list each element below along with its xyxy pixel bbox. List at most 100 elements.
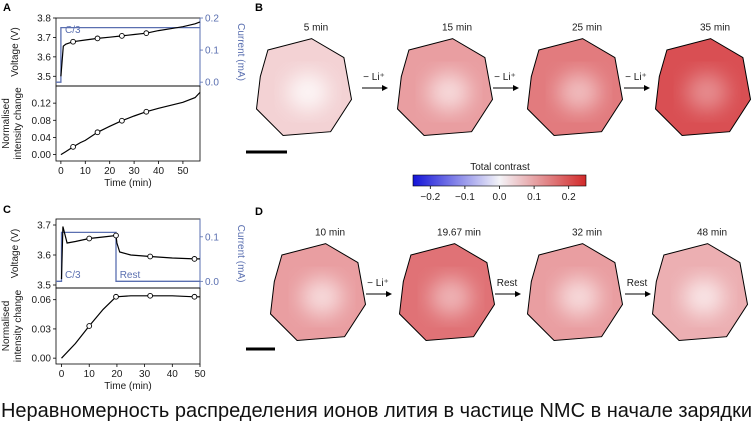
series-line-intensity — [60, 91, 201, 156]
y2-tick-label: 0.0 — [205, 277, 219, 288]
x-tick-label: 10 — [80, 166, 92, 177]
annotation-rest: Rest — [120, 270, 141, 281]
panel-letter-c: C — [3, 204, 11, 216]
y-tick-label: 3.7 — [37, 33, 51, 44]
y-axis-label-line2: intensity change — [13, 87, 24, 160]
particle-core-highlight — [428, 73, 470, 111]
figure-caption: Неравномерность распределения ионов лити… — [0, 400, 752, 422]
data-marker — [70, 38, 76, 45]
process-arrow-label: Rest — [627, 278, 648, 289]
image-time-label: 35 min — [700, 23, 730, 34]
panel-a-intensity-plot: 0.00 0.04 0.08 0.12 Normalised intensity chan… — [1, 85, 201, 189]
x-tick-label: 20 — [111, 369, 123, 380]
y-tick-label: 3.6 — [37, 251, 51, 262]
data-marker — [113, 293, 119, 300]
y-tick-label: 0.04 — [32, 133, 52, 144]
y2-tick-label: 0.0 — [205, 78, 219, 89]
y-axis-label-line1: Normalised — [1, 98, 12, 149]
series-line-voltage — [60, 226, 200, 280]
x-tick-label: 20 — [104, 166, 116, 177]
series-line-intensity — [61, 295, 200, 359]
colorbar-tick-label: 0.0 — [493, 192, 507, 203]
particle-core-highlight — [430, 278, 472, 316]
series-line-current — [56, 231, 200, 282]
data-marker — [119, 117, 125, 124]
colorbar-tick-label: −0.1 — [455, 192, 475, 203]
y-axis-label: Voltage (V) — [10, 229, 21, 278]
x-tick-label: 50 — [194, 369, 206, 380]
process-arrow-head — [382, 85, 388, 91]
process-arrow-head — [515, 291, 521, 297]
colorbar: Total contrast −0.2 −0.1 0.0 0.1 0.2 — [412, 162, 587, 203]
y-tick-label: 3.5 — [37, 281, 51, 292]
data-marker — [147, 292, 154, 299]
y-tick-label: 0.00 — [32, 354, 52, 365]
y-axis-label-line2: intensity change — [13, 289, 24, 362]
particle-core-highlight — [683, 278, 725, 316]
y2-tick-label: 0.1 — [205, 232, 219, 243]
process-arrow-head — [645, 291, 651, 297]
data-marker — [86, 323, 93, 329]
colorbar-gradient — [412, 174, 587, 187]
data-marker — [191, 293, 198, 300]
x-tick-label: 0 — [59, 369, 65, 380]
x-tick-label: 40 — [167, 369, 179, 380]
image-time-label: 25 min — [572, 23, 602, 34]
y-tick-label: 0.08 — [32, 116, 52, 127]
y-tick-label: 3.8 — [37, 14, 51, 25]
x-tick-label: 10 — [84, 369, 96, 380]
y-tick-label: 0.12 — [32, 99, 52, 110]
image-time-label: 5 min — [304, 23, 328, 34]
panel-a-voltage-current-plot: 3.5 3.6 3.7 3.8 Voltage (V) 0.0 0.1 0.2 Current … — [10, 14, 246, 89]
x-tick-label: 40 — [153, 166, 165, 177]
process-arrow-head — [513, 85, 519, 91]
y2-tick-label: 0.1 — [205, 46, 219, 57]
data-marker — [119, 33, 125, 39]
y-axis-label-line1: Normalised — [1, 301, 12, 352]
x-tick-label: 30 — [139, 369, 151, 380]
x-axis-label: Time (min) — [104, 381, 151, 392]
plot-frame — [55, 287, 201, 365]
image-time-label: 15 min — [442, 23, 472, 34]
image-time-label: 19.67 min — [437, 228, 481, 239]
process-arrow-label: − Li⁺ — [363, 72, 385, 83]
data-marker — [143, 108, 150, 115]
data-marker — [143, 30, 150, 37]
panel-letter-d: D — [255, 206, 263, 218]
particle-core-highlight — [686, 73, 728, 111]
image-time-label: 48 min — [697, 228, 727, 239]
series-line-current — [56, 26, 200, 83]
panel-b-particle-images: 5 min 15 min 25 min 35 min − Li⁺ − Li⁺ − Li⁺ — [255, 23, 752, 137]
y2-tick-label: 0.2 — [205, 14, 219, 25]
process-arrow-label: − Li⁺ — [625, 72, 647, 83]
particle-core-highlight — [558, 278, 600, 316]
x-tick-label: 30 — [129, 166, 141, 177]
plot-frame — [55, 85, 201, 162]
y-axis-label: Voltage (V) — [10, 27, 21, 76]
y-tick-label: 3.7 — [37, 221, 51, 232]
data-marker — [113, 232, 119, 239]
panel-letter-a: A — [3, 2, 11, 14]
image-time-label: 10 min — [315, 228, 345, 239]
data-marker — [86, 235, 93, 242]
x-tick-label: 50 — [177, 166, 189, 177]
image-time-label: 32 min — [572, 228, 602, 239]
x-axis-label: Time (min) — [104, 178, 151, 189]
data-marker — [191, 256, 198, 262]
process-arrow-head — [386, 291, 392, 297]
panel-d-particle-images: 10 min 19.67 min 32 min 48 min − Li⁺ Rest Rest — [269, 228, 749, 342]
colorbar-title: Total contrast — [470, 162, 530, 173]
y-tick-label: 0.06 — [32, 295, 52, 306]
particle-core-highlight — [558, 73, 600, 111]
process-arrow-label: − Li⁺ — [494, 72, 516, 83]
y-tick-label: 3.5 — [37, 72, 51, 83]
panel-letter-b: B — [255, 2, 263, 14]
colorbar-tick-label: 0.2 — [562, 192, 576, 203]
process-arrow-label: Rest — [497, 278, 518, 289]
panel-c-intensity-plot: 0.00 0.03 0.06 Normalised intensity change 0 1… — [1, 287, 206, 392]
data-marker — [147, 253, 154, 260]
process-arrow-label: − Li⁺ — [367, 278, 389, 289]
x-tick-label: 0 — [58, 166, 64, 177]
annotation-rate: C/3 — [65, 25, 81, 36]
